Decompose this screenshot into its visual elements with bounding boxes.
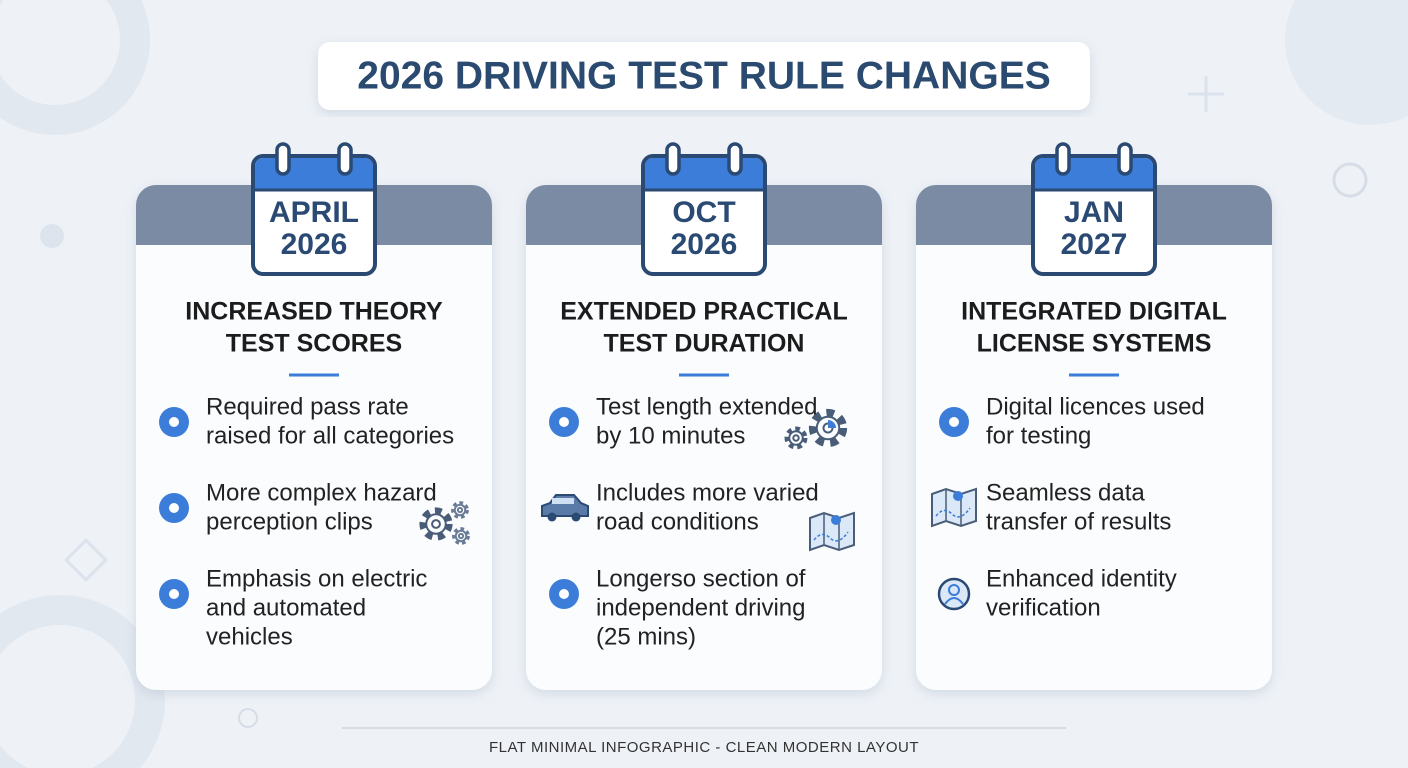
card-heading: LICENSE SYSTEMS [977,330,1212,358]
item-text: vehicles [206,623,293,650]
bullet-center [949,417,959,427]
decor-circle [1285,0,1408,125]
gear-hole [457,532,465,540]
item-text: More complex hazard [206,479,437,506]
gear-body [453,503,467,517]
item-text: independent driving [596,594,806,621]
calendar-date: APRIL [269,196,359,229]
item-text: Includes more varied [596,479,819,506]
decor-dot [40,224,64,248]
gear-teeth [808,408,848,448]
bullet-center [559,417,569,427]
calendar-ring [1055,142,1071,176]
gear-icon [452,527,470,545]
gear-icon [451,501,469,519]
decor-circle [0,595,165,768]
footer: FLAT MINIMAL INFOGRAPHIC - CLEAN MODERN … [489,739,919,756]
item-text: verification [986,594,1101,621]
gear-teeth [452,527,470,545]
item-text: transfer of results [986,508,1171,535]
item-text: perception clips [206,508,373,535]
card-heading: INCREASED THEORY [185,298,443,326]
title-box [318,42,1090,110]
map-route [813,531,849,542]
gear-body [815,415,841,441]
gear-body [425,513,447,535]
bullet-center [169,417,179,427]
card-body [136,185,492,690]
calendar-date: JAN [1064,196,1124,229]
item-text: road conditions [596,508,759,535]
card-body [526,185,882,690]
gear-body [788,430,804,446]
item-text: Digital licences used [986,393,1205,420]
calendar-ring [1117,142,1133,176]
item-text: (25 mins) [596,623,696,650]
item-text: Seamless data [986,479,1145,506]
card-heading: EXTENDED PRACTICAL [560,298,848,326]
item-text: Longerso section of [596,565,806,592]
item-text: and automated [206,594,366,621]
calendar-ring [275,142,291,176]
calendar-date: 2026 [671,228,738,261]
gear-body [454,529,468,543]
car-window [552,498,574,504]
decor-diamond [64,538,108,582]
bullet-center [169,503,179,513]
decor-circle [0,0,150,135]
person-body [944,597,964,605]
item-text: for testing [986,422,1091,449]
gear-teeth [419,507,453,541]
map-route [935,507,971,518]
gear-hole [792,434,800,442]
item-text: Emphasis on electric [206,565,427,592]
bullet-center [559,589,569,599]
calendar-top [645,158,763,190]
calendar-date: 2026 [281,228,348,261]
map-pin [831,515,841,525]
item-text: by 10 minutes [596,422,745,449]
calendar-ring [727,142,743,176]
gear-teeth [784,426,808,450]
chart-slice [828,420,836,428]
map-icon [931,487,977,528]
card-body [916,185,1272,690]
car-wheel [571,512,581,522]
card-heading: TEST SCORES [226,330,402,358]
calendar-date: OCT [672,196,735,229]
item-text: Required pass rate [206,393,409,420]
title: 2026 DRIVING TEST RULE CHANGES [357,54,1050,97]
gear-teeth [451,501,469,519]
gear-hole [431,519,441,529]
decor-circle [1332,162,1368,198]
calendar-top [1035,158,1153,190]
gear-icon [419,507,453,541]
item-text: Enhanced identity [986,565,1177,592]
calendar-ring [665,142,681,176]
card-heading: INTEGRATED DIGITAL [961,298,1227,326]
calendar-top [255,158,373,190]
car-wheel [547,512,557,522]
gear-hole [456,506,464,514]
person-head [948,584,960,596]
decor-circle [238,708,258,728]
calendar-ring [337,142,353,176]
item-text: Test length extended [596,393,818,420]
gear-icon [784,426,808,450]
item-text: raised for all categories [206,422,454,449]
map-pin [953,491,963,501]
decor-plus [1188,76,1224,112]
calendar-date: 2027 [1061,228,1128,261]
map-icon [809,511,855,552]
bullet-center [169,589,179,599]
card-heading: TEST DURATION [604,330,805,358]
